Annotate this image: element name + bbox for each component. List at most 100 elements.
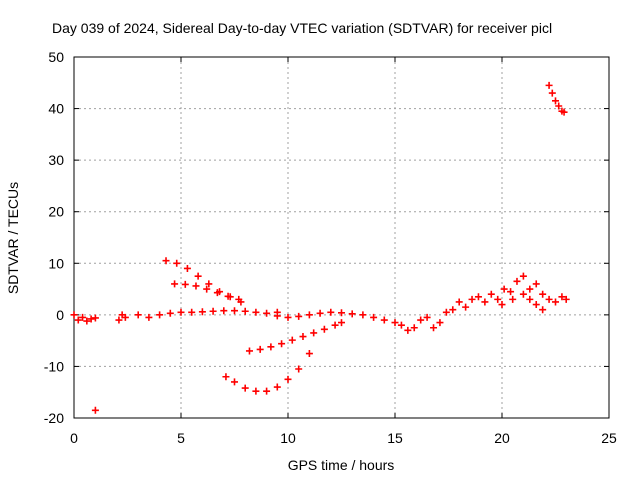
y-tick-label: 10 xyxy=(48,255,64,271)
plot-frame xyxy=(73,56,610,419)
data-point xyxy=(391,319,399,327)
data-point xyxy=(526,295,534,303)
data-point xyxy=(194,272,202,280)
series-track-11 xyxy=(498,290,547,314)
y-tick-label: -20 xyxy=(44,410,64,426)
data-point xyxy=(532,301,540,309)
data-point xyxy=(509,295,517,303)
data-point xyxy=(181,280,189,288)
data-point xyxy=(235,295,243,303)
data-point xyxy=(498,301,506,309)
data-point xyxy=(156,311,164,319)
data-point xyxy=(320,325,328,333)
x-tick-label: 5 xyxy=(177,430,185,446)
series-track-8 xyxy=(222,350,313,395)
data-point xyxy=(519,290,527,298)
data-point xyxy=(370,313,378,321)
data-point xyxy=(145,313,153,321)
data-point xyxy=(348,310,356,318)
data-point xyxy=(449,306,457,314)
data-point xyxy=(513,277,521,285)
data-point xyxy=(115,316,123,324)
data-point xyxy=(263,309,271,317)
grid-lines xyxy=(74,57,609,418)
x-tick-labels: 0 5 10 15 20 25 xyxy=(70,57,617,446)
data-point xyxy=(231,378,238,386)
data-point xyxy=(231,307,238,315)
data-point xyxy=(87,315,95,323)
x-tick-label: 15 xyxy=(387,430,403,446)
y-axis-label: SDTVAR / TECUs xyxy=(5,182,21,294)
data-point xyxy=(273,383,281,391)
data-point xyxy=(404,326,412,334)
data-point xyxy=(83,317,91,325)
data-point xyxy=(487,290,495,298)
data-point xyxy=(284,375,292,383)
y-tick-label: 30 xyxy=(48,152,64,168)
y-tick-label: 40 xyxy=(48,101,64,117)
data-point xyxy=(539,290,547,298)
data-point xyxy=(241,384,249,392)
data-point xyxy=(295,312,303,320)
data-point xyxy=(555,102,563,110)
data-point xyxy=(430,324,438,332)
data-point xyxy=(198,308,206,316)
data-point xyxy=(256,345,264,353)
data-point xyxy=(552,298,559,306)
data-point xyxy=(359,311,367,319)
data-point xyxy=(299,333,307,341)
series-track-10 xyxy=(391,272,570,334)
data-point xyxy=(548,89,556,97)
x-axis-label: GPS time / hours xyxy=(288,457,395,473)
data-point xyxy=(507,288,515,296)
data-point xyxy=(222,373,230,381)
data-point xyxy=(519,272,527,280)
data-point xyxy=(252,308,260,316)
data-point xyxy=(245,347,253,355)
x-tick-label: 10 xyxy=(280,430,296,446)
data-point xyxy=(284,313,292,321)
data-point xyxy=(442,308,450,316)
series-track-12 xyxy=(545,81,568,116)
data-point xyxy=(539,306,547,314)
series-track-7 xyxy=(245,319,345,355)
data-point xyxy=(188,308,196,316)
data-point xyxy=(224,292,232,300)
data-point xyxy=(474,293,482,301)
chart-title: Day 039 of 2024, Sidereal Day-to-day VTE… xyxy=(52,20,552,36)
data-point xyxy=(481,298,489,306)
data-point xyxy=(327,308,335,316)
x-tick-label: 25 xyxy=(601,430,617,446)
data-point xyxy=(423,313,431,321)
series-track-3 xyxy=(134,307,281,321)
data-point xyxy=(331,321,339,329)
data-point xyxy=(455,298,463,306)
data-point xyxy=(278,340,286,348)
data-point xyxy=(70,311,78,319)
data-point xyxy=(166,309,174,317)
y-tick-labels: -20 -10 0 10 20 30 40 50 xyxy=(44,49,609,426)
data-point xyxy=(410,324,418,332)
data-point xyxy=(558,293,566,301)
y-tick-label: 50 xyxy=(48,49,64,65)
data-point xyxy=(288,336,296,344)
data-point xyxy=(209,307,217,315)
data-point xyxy=(526,285,534,293)
data-point xyxy=(532,280,540,288)
data-point xyxy=(494,295,502,303)
x-tick-label: 20 xyxy=(494,430,510,446)
data-point xyxy=(562,295,570,303)
data-point xyxy=(462,303,470,311)
data-point xyxy=(397,321,405,329)
series-track-9 xyxy=(91,406,99,414)
data-point xyxy=(220,307,228,315)
data-point xyxy=(205,280,213,288)
series-track-2 xyxy=(115,311,129,324)
data-point xyxy=(173,259,181,267)
data-point xyxy=(305,311,313,319)
data-point xyxy=(162,257,170,265)
data-point xyxy=(252,387,260,395)
series-track-1 xyxy=(70,311,99,325)
data-point xyxy=(91,406,99,414)
data-point xyxy=(121,313,129,321)
